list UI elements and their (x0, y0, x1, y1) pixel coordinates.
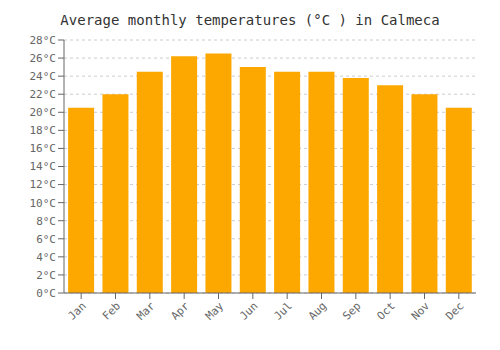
svg-text:2°C: 2°C (36, 269, 56, 282)
svg-text:Jun: Jun (237, 299, 260, 322)
svg-text:Jan: Jan (66, 299, 89, 322)
svg-text:May: May (203, 299, 227, 323)
svg-text:Aug: Aug (306, 299, 329, 322)
svg-text:26°C: 26°C (30, 52, 57, 65)
svg-text:Dec: Dec (443, 299, 466, 322)
svg-text:12°C: 12°C (30, 178, 57, 191)
svg-text:8°C: 8°C (36, 215, 56, 228)
svg-text:28°C: 28°C (30, 34, 57, 47)
svg-text:16°C: 16°C (30, 142, 57, 155)
svg-text:6°C: 6°C (36, 233, 56, 246)
svg-text:22°C: 22°C (30, 88, 57, 101)
svg-text:0°C: 0°C (36, 287, 56, 300)
svg-text:Sep: Sep (340, 299, 363, 322)
svg-text:Nov: Nov (409, 299, 433, 323)
svg-text:14°C: 14°C (30, 160, 57, 173)
svg-text:18°C: 18°C (30, 124, 57, 137)
svg-text:Apr: Apr (169, 299, 193, 323)
svg-text:Feb: Feb (100, 299, 123, 322)
svg-text:4°C: 4°C (36, 251, 56, 264)
html-text:Average monthly temperatures (: Average monthly temperatures (°C ) in Ca… (60, 12, 440, 28)
svg-text:10°C: 10°C (30, 197, 57, 210)
svg-text:Jul: Jul (272, 299, 295, 322)
svg-text:20°C: 20°C (30, 106, 57, 119)
svg-text:Oct: Oct (375, 299, 398, 322)
svg-text:Mar: Mar (134, 299, 158, 323)
svg-text:24°C: 24°C (30, 70, 57, 83)
